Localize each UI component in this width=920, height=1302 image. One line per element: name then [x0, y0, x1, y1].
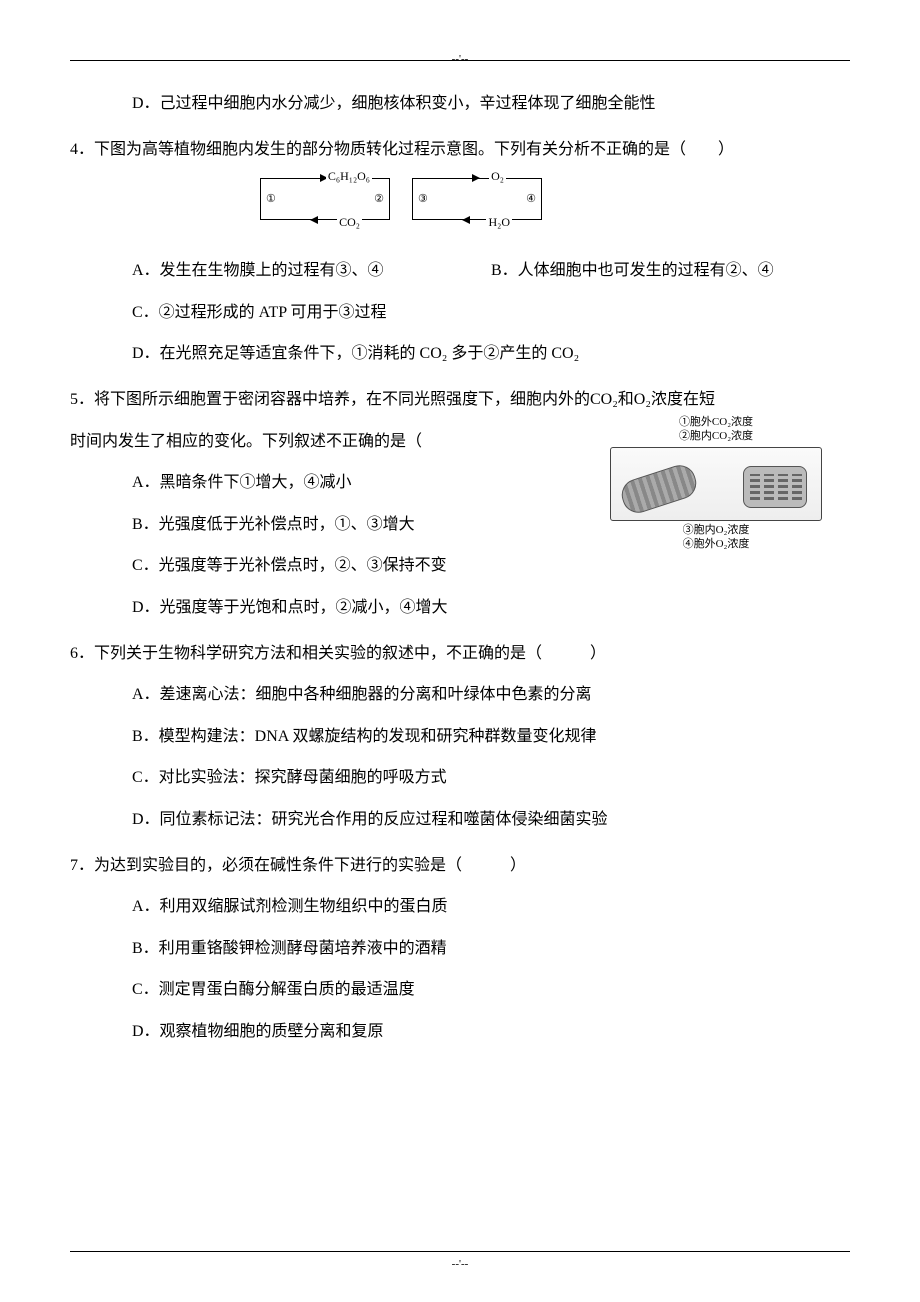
header-mark: --'-- [70, 53, 850, 65]
q7-option-a: A．利用双缩脲试剂检测生物组织中的蛋白质 [70, 886, 850, 928]
q4-option-c: C．②过程形成的 ATP 可用于③过程 [70, 292, 850, 334]
q5-block: 5．将下图所示细胞置于密闭容器中培养，在不同光照强度下，细胞内外的CO₂和O₂浓… [70, 379, 850, 629]
q6-option-b: B．模型构建法：DNA 双螺旋结构的发现和研究种群数量变化规律 [70, 716, 850, 758]
q4-option-b: B．人体细胞中也可发生的过程有②、④ [491, 250, 850, 292]
mitochondrion-icon [618, 461, 701, 517]
q5-fig-label-2: ②胞内CO₂浓度 [610, 429, 822, 443]
q5-figure: ①胞外CO₂浓度 ②胞内CO₂浓度 ③胞内O₂浓度 ④胞外O₂浓度 [610, 415, 822, 551]
q7-option-b: B．利用重铬酸钾检测酵母菌培养液中的酒精 [70, 928, 850, 970]
q5-fig-label-3: ③胞内O₂浓度 [610, 523, 822, 537]
q5-option-d: D．光强度等于光饱和点时，②减小，④增大 [70, 587, 850, 629]
q4-box1-right-num: ② [374, 194, 384, 205]
q5-fig-label-1: ①胞外CO₂浓度 [610, 415, 822, 429]
q3-option-d: D．己过程中细胞内水分减少，细胞核体积变小，辛过程体现了细胞全能性 [70, 83, 850, 125]
q4-box2-right-num: ④ [526, 194, 536, 205]
q4-diagram: C₆H₁₂O₆ CO₂ ① ② O₂ H₂O ③ ④ [70, 174, 850, 224]
q6-option-a: A．差速离心法：细胞中各种细胞器的分离和叶绿体中色素的分离 [70, 674, 850, 716]
q4-options-ab: A．发生在生物膜上的过程有③、④ B．人体细胞中也可发生的过程有②、④ [70, 250, 850, 292]
q7-option-c: C．测定胃蛋白酶分解蛋白质的最适温度 [70, 969, 850, 1011]
q4-box2-left-num: ③ [418, 194, 428, 205]
page: --'-- D．己过程中细胞内水分减少，细胞核体积变小，辛过程体现了细胞全能性 … [0, 0, 920, 1302]
q6-option-d: D．同位素标记法：研究光合作用的反应过程和噬菌体侵染细菌实验 [70, 799, 850, 841]
q4-stem: 4．下图为高等植物细胞内发生的部分物质转化过程示意图。下列有关分析不正确的是（ … [70, 129, 850, 171]
footer-mark: --'-- [0, 1258, 920, 1270]
q4-box1-bottom: CO₂ [337, 216, 362, 228]
q4-option-a: A．发生在生物膜上的过程有③、④ [132, 250, 491, 292]
q4-box2-top: O₂ [489, 170, 506, 182]
q4-box2-bottom: H₂O [486, 216, 512, 228]
q5-fig-label-4: ④胞外O₂浓度 [610, 537, 822, 551]
q7-option-d: D．观察植物细胞的质壁分离和复原 [70, 1011, 850, 1053]
q4-box1-left-num: ① [266, 194, 276, 205]
q6-stem: 6．下列关于生物科学研究方法和相关实验的叙述中，不正确的是（ ） [70, 633, 850, 675]
q4-box1-top: C₆H₁₂O₆ [326, 170, 372, 182]
q5-fig-cell [610, 447, 822, 521]
chloroplast-icon [743, 466, 807, 508]
q7-stem: 7．为达到实验目的，必须在碱性条件下进行的实验是（ ） [70, 845, 850, 887]
q4-diagram-box1: C₆H₁₂O₆ CO₂ ① ② [260, 174, 390, 224]
q5-option-c: C．光强度等于光补偿点时，②、③保持不变 [70, 545, 850, 587]
q4-option-d: D．在光照充足等适宜条件下，①消耗的 CO₂ 多于②产生的 CO₂ [70, 333, 850, 375]
footer-rule [70, 1251, 850, 1252]
q4-diagram-box2: O₂ H₂O ③ ④ [412, 174, 542, 224]
q6-option-c: C．对比实验法：探究酵母菌细胞的呼吸方式 [70, 757, 850, 799]
